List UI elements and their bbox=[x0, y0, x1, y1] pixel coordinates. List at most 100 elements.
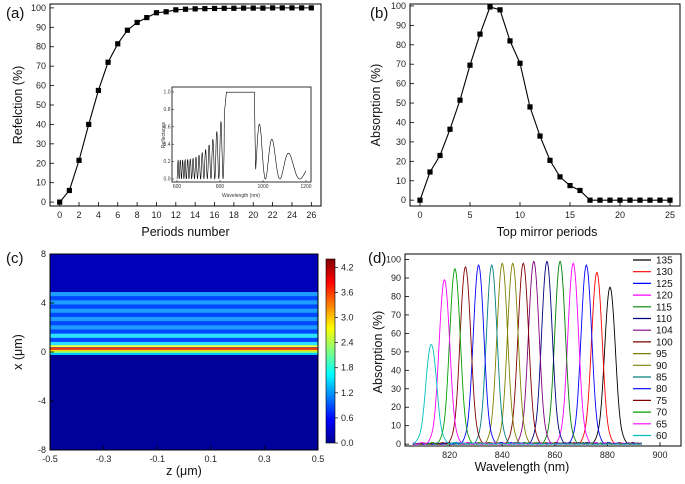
inset-xlabel: Wavelength (nm) bbox=[222, 193, 260, 199]
reflection-series-point bbox=[192, 6, 198, 12]
reflection-series-point bbox=[221, 5, 227, 11]
reflection-series-point bbox=[289, 5, 295, 11]
reflection-series-point bbox=[279, 5, 285, 11]
inset-x-tick-label: 600 bbox=[173, 184, 182, 190]
x-tick-label: 0.3 bbox=[258, 454, 271, 464]
reflection-series-point bbox=[124, 27, 131, 33]
active-region-band bbox=[50, 352, 318, 355]
inset-y-tick-label: 0.6 bbox=[164, 124, 171, 130]
legend-label: 125 bbox=[656, 279, 673, 290]
y-tick-label: -4 bbox=[38, 396, 46, 406]
x-tick-label: 25 bbox=[665, 210, 675, 220]
active-region-band bbox=[50, 349, 318, 352]
legend-label: 135 bbox=[656, 256, 673, 267]
x-tick-label: 0 bbox=[57, 210, 62, 220]
panel-a-inset: Wavelength (nm) Reflectance 600 800 1000 12… bbox=[161, 86, 312, 199]
absorption-series-point bbox=[627, 197, 633, 203]
absorption-series-point bbox=[547, 157, 553, 163]
reflection-series-point bbox=[182, 6, 189, 12]
reflection-series-point bbox=[105, 59, 111, 65]
x-tick-label: 8 bbox=[135, 210, 140, 220]
reflection-series-point bbox=[211, 5, 218, 12]
x-tick-label: 4 bbox=[96, 210, 101, 220]
inset-y-tick-label: 0.8 bbox=[164, 107, 171, 113]
panel-a-xlabel: Periods number bbox=[141, 225, 229, 239]
inset-x-tick-label: 1000 bbox=[257, 184, 268, 190]
x-tick-label: 15 bbox=[565, 210, 575, 220]
active-region-band bbox=[50, 347, 318, 350]
reflection-series-point bbox=[134, 19, 140, 26]
y-tick-label: 0 bbox=[396, 439, 401, 449]
y-tick-label: 20 bbox=[36, 158, 46, 168]
absorption-series-point bbox=[657, 197, 663, 203]
x-tick-label: 860 bbox=[547, 450, 562, 460]
y-tick-label: 70 bbox=[36, 61, 46, 71]
y-tick-label: 40 bbox=[391, 365, 401, 375]
x-tick-label: 2 bbox=[77, 210, 82, 220]
panel-d-ylabel: Absorption (%) bbox=[371, 311, 385, 394]
mirror-band bbox=[50, 296, 318, 301]
panel-b-frame bbox=[409, 3, 681, 207]
mirror-band bbox=[50, 316, 318, 322]
heatmap-field bbox=[50, 254, 318, 450]
x-tick-label: 16 bbox=[210, 210, 220, 220]
mirror-band bbox=[50, 325, 318, 330]
absorption-series-point bbox=[667, 197, 673, 203]
panel-a-ylabel: Refelction (%) bbox=[11, 66, 25, 145]
y-tick-label: 40 bbox=[396, 117, 406, 127]
absorption-series-point bbox=[607, 197, 613, 203]
reflection-series-point bbox=[260, 5, 266, 11]
y-tick-label: 10 bbox=[391, 421, 401, 431]
panel-b-label: (b) bbox=[370, 5, 388, 22]
x-tick-label: -0.5 bbox=[42, 454, 58, 464]
x-tick-label: 6 bbox=[115, 210, 120, 220]
reflection-series-point bbox=[86, 121, 92, 128]
absorption-series-point bbox=[527, 104, 533, 110]
reflection-series-point bbox=[202, 6, 208, 12]
colorbar-tick-label: 0.6 bbox=[341, 413, 354, 423]
x-tick-label: 10 bbox=[515, 210, 525, 220]
y-tick-label: 100 bbox=[386, 255, 401, 265]
absorption-series-point bbox=[537, 133, 543, 139]
inset-y-tick-label: 0.4 bbox=[164, 142, 171, 148]
legend-label: 75 bbox=[656, 396, 668, 407]
colorbar-tick-label: 4.2 bbox=[341, 262, 354, 272]
y-tick-label: 70 bbox=[396, 59, 406, 69]
x-tick-label: 12 bbox=[171, 210, 181, 220]
legend-label: 130 bbox=[656, 267, 673, 278]
absorption-series-point bbox=[467, 62, 473, 68]
legend-label: 85 bbox=[656, 373, 668, 384]
x-tick-label: 10 bbox=[151, 210, 161, 220]
inset-y-tick-label: 0.0 bbox=[164, 177, 171, 183]
reflection-series-point bbox=[231, 5, 237, 11]
absorption-series-point bbox=[617, 197, 623, 203]
x-tick-label: 0.5 bbox=[312, 454, 325, 464]
mirror-band bbox=[50, 312, 318, 318]
inset-y-tick-label: 1.0 bbox=[164, 90, 171, 96]
panel-c-ylabel: x (μm) bbox=[11, 334, 25, 370]
inset-reflectance-curve bbox=[176, 91, 307, 181]
y-tick-label: 90 bbox=[391, 273, 401, 283]
panel-a-label: (a) bbox=[6, 5, 24, 22]
x-tick-label: -0.3 bbox=[96, 454, 112, 464]
y-tick-label: 0 bbox=[41, 197, 46, 207]
y-tick-label: 90 bbox=[36, 22, 46, 32]
y-tick-label: 30 bbox=[391, 384, 401, 394]
legend-label: 95 bbox=[656, 349, 668, 360]
panel-d-frame bbox=[404, 253, 682, 447]
mirror-band bbox=[50, 333, 318, 339]
colorbar-tick-label: 0.0 bbox=[341, 438, 354, 448]
colorbar-tick-label: 3.0 bbox=[341, 313, 354, 323]
y-tick-label: 70 bbox=[391, 310, 401, 320]
y-tick-label: 50 bbox=[396, 98, 406, 108]
inset-y-tick-label: 0.2 bbox=[164, 159, 171, 165]
absorption-series-point bbox=[437, 152, 443, 159]
absorption-series-line bbox=[419, 6, 670, 201]
y-tick-label: -8 bbox=[38, 445, 46, 455]
legend-label: 90 bbox=[656, 361, 668, 372]
series-60-line bbox=[412, 343, 642, 445]
y-tick-label: 50 bbox=[36, 100, 46, 110]
